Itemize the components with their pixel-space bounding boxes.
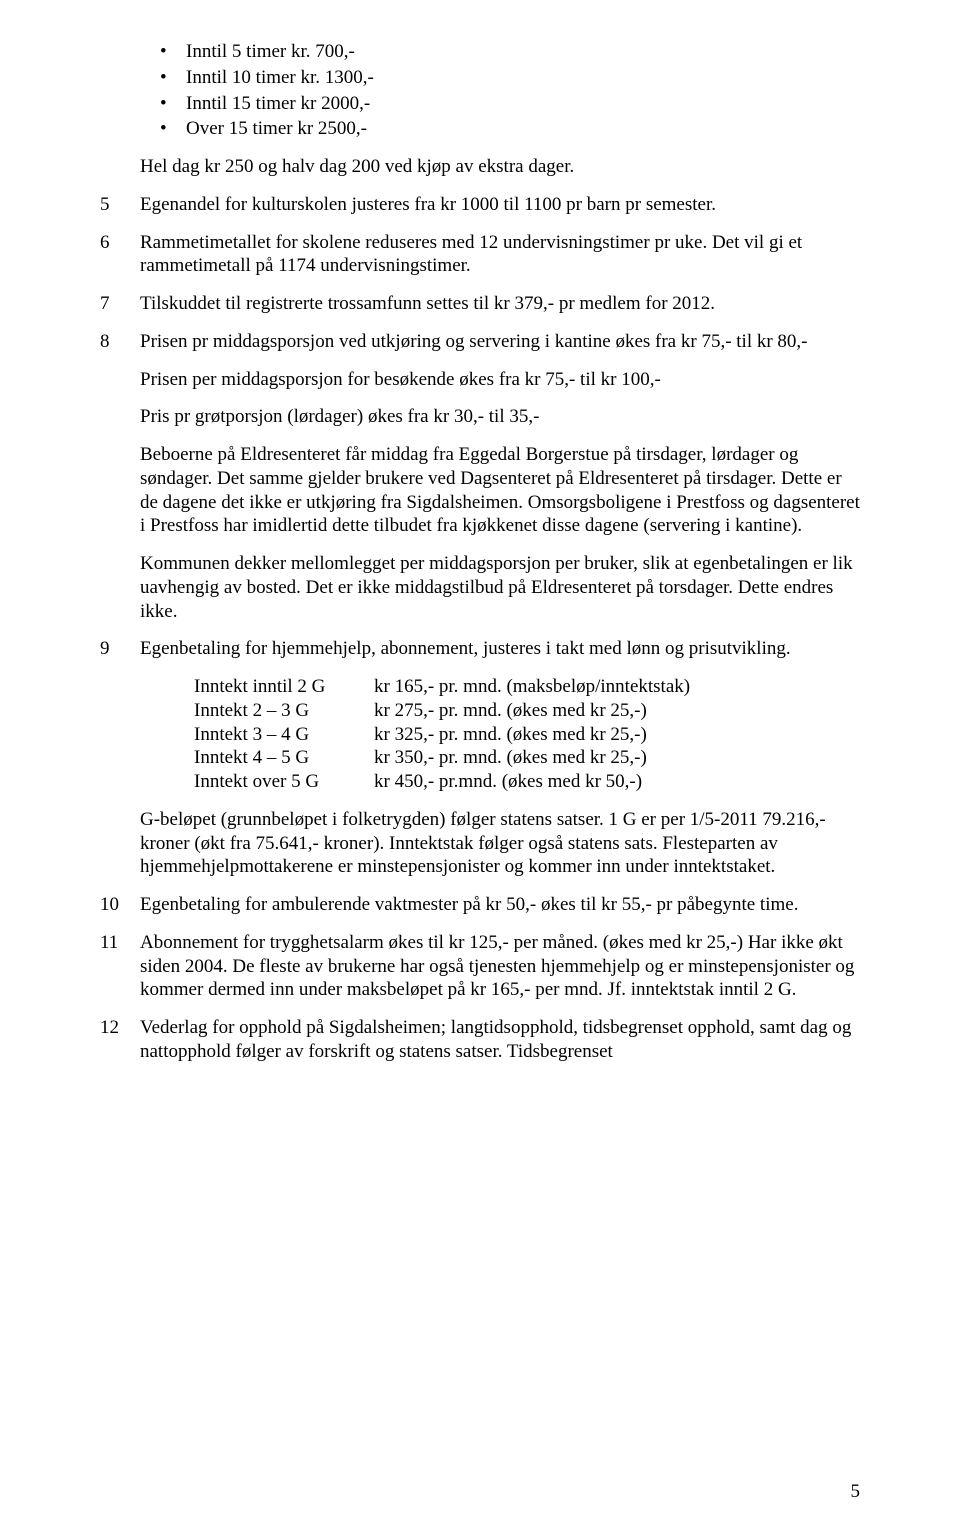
table-cell: Inntekt inntil 2 G: [194, 675, 374, 699]
item-number: 5: [100, 193, 140, 217]
table-cell: kr 165,- pr. mnd. (maksbeløp/inntektstak…: [374, 675, 860, 699]
bullet-item: Inntil 10 timer kr. 1300,-: [186, 66, 860, 90]
table-row: Inntekt inntil 2 G kr 165,- pr. mnd. (ma…: [194, 675, 860, 699]
numbered-item-5: 5 Egenandel for kulturskolen justeres fr…: [100, 193, 860, 217]
paragraph: Prisen per middagsporsjon for besøkende …: [140, 368, 860, 392]
item-body: Tilskuddet til registrerte trossamfunn s…: [140, 292, 860, 316]
item-number: 9: [100, 637, 140, 879]
bullet-item: Over 15 timer kr 2500,-: [186, 117, 860, 141]
paragraph: Pris pr grøtporsjon (lørdager) økes fra …: [140, 405, 860, 429]
paragraph: Vederlag for opphold på Sigdalsheimen; l…: [140, 1016, 860, 1064]
item-body: Vederlag for opphold på Sigdalsheimen; l…: [140, 1016, 860, 1064]
paragraph: Tilskuddet til registrerte trossamfunn s…: [140, 292, 860, 316]
numbered-item-10: 10 Egenbetaling for ambulerende vaktmest…: [100, 893, 860, 917]
table-cell: kr 350,- pr. mnd. (økes med kr 25,-): [374, 746, 860, 770]
table-cell: kr 325,- pr. mnd. (økes med kr 25,-): [374, 723, 860, 747]
item-body: Egenbetaling for ambulerende vaktmester …: [140, 893, 860, 917]
paragraph: G-beløpet (grunnbeløpet i folketrygden) …: [140, 808, 860, 879]
table-row: Inntekt 4 – 5 G kr 350,- pr. mnd. (økes …: [194, 746, 860, 770]
item-number: 6: [100, 231, 140, 279]
numbered-item-6: 6 Rammetimetallet for skolene reduseres …: [100, 231, 860, 279]
item-number: 7: [100, 292, 140, 316]
numbered-item-12: 12 Vederlag for opphold på Sigdalsheimen…: [100, 1016, 860, 1064]
item-number: 10: [100, 893, 140, 917]
numbered-item-9: 9 Egenbetaling for hjemmehjelp, abonneme…: [100, 637, 860, 879]
intro-paragraph: Hel dag kr 250 og halv dag 200 ved kjøp …: [100, 155, 860, 179]
table-cell: kr 450,- pr.mnd. (økes med kr 50,-): [374, 770, 860, 794]
paragraph: Abonnement for trygghetsalarm økes til k…: [140, 931, 860, 1002]
table-row: Inntekt over 5 G kr 450,- pr.mnd. (økes …: [194, 770, 860, 794]
paragraph: Rammetimetallet for skolene reduseres me…: [140, 231, 860, 279]
bullet-item: Inntil 5 timer kr. 700,-: [186, 40, 860, 64]
paragraph: Egenbetaling for ambulerende vaktmester …: [140, 893, 860, 917]
table-cell: Inntekt 2 – 3 G: [194, 699, 374, 723]
paragraph: Beboerne på Eldresenteret får middag fra…: [140, 443, 860, 538]
paragraph: Prisen pr middagsporsjon ved utkjøring o…: [140, 330, 860, 354]
numbered-item-7: 7 Tilskuddet til registrerte trossamfunn…: [100, 292, 860, 316]
item-number: 12: [100, 1016, 140, 1064]
bullet-item: Inntil 15 timer kr 2000,-: [186, 92, 860, 116]
item-number: 8: [100, 330, 140, 624]
income-table: Inntekt inntil 2 G kr 165,- pr. mnd. (ma…: [194, 675, 860, 794]
page-number: 5: [851, 1481, 861, 1503]
table-cell: Inntekt 4 – 5 G: [194, 746, 374, 770]
paragraph: Kommunen dekker mellomlegget per middags…: [140, 552, 860, 623]
paragraph: Egenandel for kulturskolen justeres fra …: [140, 193, 860, 217]
table-row: Inntekt 3 – 4 G kr 325,- pr. mnd. (økes …: [194, 723, 860, 747]
table-cell: Inntekt 3 – 4 G: [194, 723, 374, 747]
numbered-item-8: 8 Prisen pr middagsporsjon ved utkjøring…: [100, 330, 860, 624]
document-page: Inntil 5 timer kr. 700,- Inntil 10 timer…: [0, 0, 960, 1533]
item-number: 11: [100, 931, 140, 1002]
item-body: Egenandel for kulturskolen justeres fra …: [140, 193, 860, 217]
table-cell: kr 275,- pr. mnd. (økes med kr 25,-): [374, 699, 860, 723]
table-cell: Inntekt over 5 G: [194, 770, 374, 794]
bullet-list: Inntil 5 timer kr. 700,- Inntil 10 timer…: [100, 40, 860, 141]
item-body: Egenbetaling for hjemmehjelp, abonnement…: [140, 637, 860, 879]
paragraph: Egenbetaling for hjemmehjelp, abonnement…: [140, 637, 860, 661]
item-body: Prisen pr middagsporsjon ved utkjøring o…: [140, 330, 860, 624]
item-body: Abonnement for trygghetsalarm økes til k…: [140, 931, 860, 1002]
table-row: Inntekt 2 – 3 G kr 275,- pr. mnd. (økes …: [194, 699, 860, 723]
item-body: Rammetimetallet for skolene reduseres me…: [140, 231, 860, 279]
numbered-item-11: 11 Abonnement for trygghetsalarm økes ti…: [100, 931, 860, 1002]
